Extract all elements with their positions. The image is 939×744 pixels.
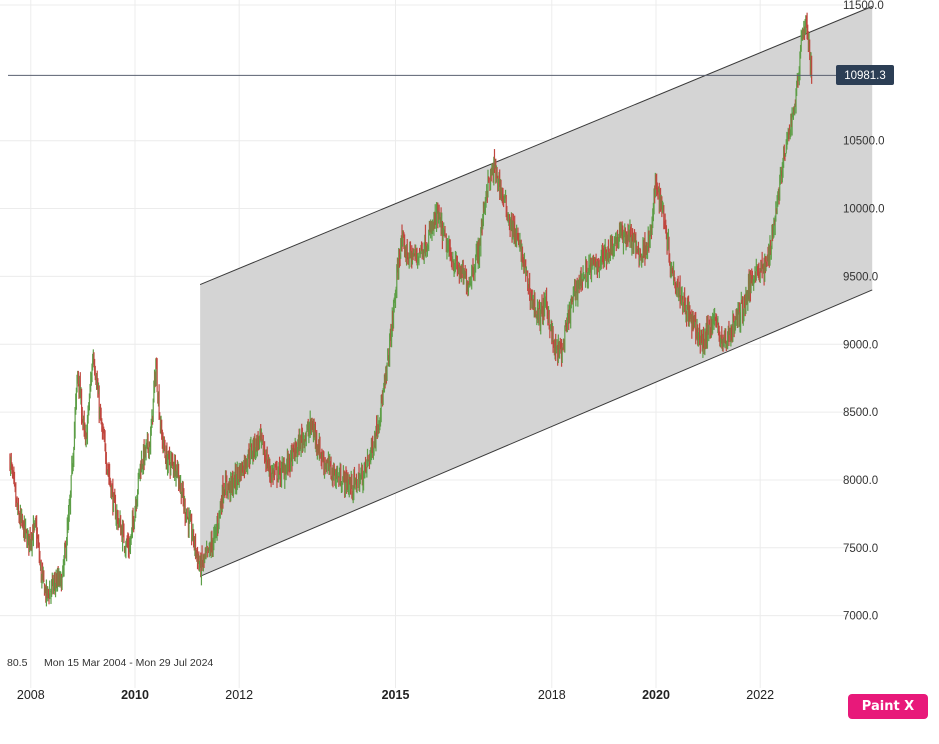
x-tick-2008: 2008 xyxy=(17,688,45,702)
current-price-badge: 10981.3 xyxy=(836,65,894,85)
left-truncated-value: 80.5 xyxy=(7,657,28,669)
paint-x-lite-watermark: Paint X lite xyxy=(848,694,928,739)
x-tick-2018: 2018 xyxy=(538,688,566,702)
y-tick-10000.0: 10000.0 xyxy=(843,204,885,216)
x-tick-2012: 2012 xyxy=(225,688,253,702)
channel-fill xyxy=(200,6,873,577)
y-tick-7000.0: 7000.0 xyxy=(843,611,878,623)
y-tick-9500.0: 9500.0 xyxy=(843,271,878,283)
x-tick-2022: 2022 xyxy=(746,688,774,702)
y-tick-7500.0: 7500.0 xyxy=(843,543,878,555)
date-range-label: Mon 15 Mar 2004 - Mon 29 Jul 2024 xyxy=(44,657,213,669)
y-tick-11500.0: 11500.0 xyxy=(843,0,884,12)
channel-lower-line[interactable] xyxy=(199,289,873,577)
x-tick-2015: 2015 xyxy=(382,688,410,702)
y-tick-8000.0: 8000.0 xyxy=(843,475,878,487)
x-tick-2020: 2020 xyxy=(642,688,670,702)
x-tick-2010: 2010 xyxy=(121,688,149,702)
current-price-value: 10981.3 xyxy=(844,70,886,82)
y-tick-8500.0: 8500.0 xyxy=(843,407,878,419)
price-chart[interactable]: 10981.3 11500.0 10500.0 10000.0 9500.0 9000.… xyxy=(0,0,939,728)
x-axis: 2008 2010 2012 2015 2018 2020 2022 xyxy=(17,688,774,702)
y-tick-10500.0: 10500.0 xyxy=(843,136,885,148)
y-axis: 11500.0 10500.0 10000.0 9500.0 9000.0 8500.0 8… xyxy=(843,0,885,623)
candles-series xyxy=(9,12,813,607)
channel-upper-line[interactable] xyxy=(199,5,873,286)
y-tick-9000.0: 9000.0 xyxy=(843,339,878,351)
